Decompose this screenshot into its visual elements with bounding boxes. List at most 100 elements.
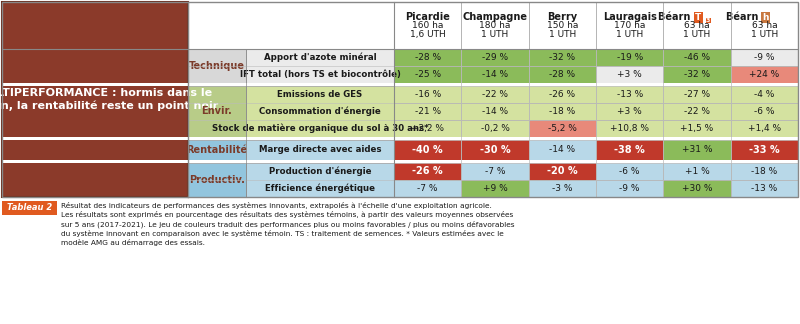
Text: Productiv.: Productiv. bbox=[189, 175, 245, 185]
Bar bbox=[462, 163, 529, 180]
Bar bbox=[188, 49, 246, 83]
Text: Champagne: Champagne bbox=[462, 13, 527, 22]
Text: Technique: Technique bbox=[189, 61, 245, 71]
Bar bbox=[462, 49, 529, 66]
Text: -14 %: -14 % bbox=[482, 70, 508, 79]
Bar bbox=[596, 86, 663, 103]
Bar bbox=[663, 103, 730, 120]
Text: Production d'énergie: Production d'énergie bbox=[269, 167, 371, 176]
Text: -21 %: -21 % bbox=[414, 107, 441, 116]
Bar bbox=[2, 160, 798, 163]
Bar bbox=[663, 180, 730, 197]
Bar bbox=[596, 2, 663, 49]
Text: 150 ha: 150 ha bbox=[546, 21, 578, 30]
Text: Rentabilité: Rentabilité bbox=[186, 145, 247, 155]
Bar bbox=[596, 120, 663, 137]
Text: 63 ha: 63 ha bbox=[751, 21, 777, 30]
Text: -28 %: -28 % bbox=[550, 70, 575, 79]
Bar bbox=[529, 163, 596, 180]
Bar bbox=[246, 163, 394, 197]
Text: Consommation d'énergie: Consommation d'énergie bbox=[259, 107, 381, 116]
Text: +1,5 %: +1,5 % bbox=[680, 124, 714, 133]
Bar bbox=[663, 120, 730, 137]
Bar bbox=[730, 86, 798, 103]
Bar bbox=[529, 140, 596, 160]
Bar bbox=[529, 66, 596, 83]
Bar bbox=[663, 140, 730, 160]
Text: -20 %: -20 % bbox=[547, 167, 578, 177]
Bar bbox=[730, 163, 798, 180]
Text: -3 %: -3 % bbox=[552, 184, 573, 193]
Text: Béarn: Béarn bbox=[726, 13, 762, 22]
Text: +3 %: +3 % bbox=[618, 70, 642, 79]
Text: sur 5 ans (2017-2021). Le jeu de couleurs traduit des performances plus ou moins: sur 5 ans (2017-2021). Le jeu de couleur… bbox=[61, 220, 514, 228]
Bar bbox=[730, 180, 798, 197]
Bar bbox=[2, 2, 798, 197]
Text: -25 %: -25 % bbox=[414, 70, 441, 79]
Bar bbox=[188, 2, 798, 49]
Text: -14 %: -14 % bbox=[550, 145, 575, 155]
Bar bbox=[596, 103, 663, 120]
Bar bbox=[730, 103, 798, 120]
Text: 180 ha: 180 ha bbox=[479, 21, 510, 30]
Bar bbox=[2, 201, 57, 215]
Bar bbox=[663, 163, 730, 180]
Text: -33 %: -33 % bbox=[749, 145, 780, 155]
Text: 1 UTH: 1 UTH bbox=[616, 30, 643, 39]
Bar bbox=[663, 2, 730, 49]
Bar bbox=[2, 2, 188, 197]
Bar bbox=[596, 140, 663, 160]
Bar bbox=[596, 49, 663, 66]
Text: -26 %: -26 % bbox=[412, 167, 443, 177]
Bar bbox=[462, 86, 529, 103]
Bar bbox=[462, 140, 529, 160]
Text: -18 %: -18 % bbox=[751, 167, 778, 176]
Bar bbox=[2, 137, 798, 140]
Text: -6 %: -6 % bbox=[619, 167, 640, 176]
Bar bbox=[462, 66, 529, 83]
Text: -9 %: -9 % bbox=[754, 53, 774, 62]
Text: +30 %: +30 % bbox=[682, 184, 712, 193]
Text: +10,8 %: +10,8 % bbox=[610, 124, 649, 133]
Text: -9 %: -9 % bbox=[619, 184, 640, 193]
Text: +24 %: +24 % bbox=[750, 70, 779, 79]
Bar bbox=[462, 103, 529, 120]
Bar bbox=[663, 66, 730, 83]
Text: modèle AMG au démarrage des essais.: modèle AMG au démarrage des essais. bbox=[61, 239, 205, 246]
Bar bbox=[394, 86, 462, 103]
Text: -40 %: -40 % bbox=[412, 145, 443, 155]
Text: T: T bbox=[695, 13, 702, 22]
Text: 160 ha: 160 ha bbox=[412, 21, 443, 30]
Text: 170 ha: 170 ha bbox=[614, 21, 646, 30]
Bar bbox=[246, 49, 394, 83]
Bar bbox=[529, 180, 596, 197]
Text: -0,2 %: -0,2 % bbox=[481, 124, 510, 133]
Bar bbox=[596, 163, 663, 180]
Text: +31 %: +31 % bbox=[682, 145, 712, 155]
Text: +1 %: +1 % bbox=[685, 167, 710, 176]
Bar bbox=[188, 140, 246, 160]
Text: Picardie: Picardie bbox=[406, 13, 450, 22]
Bar bbox=[394, 140, 462, 160]
Text: Béarn: Béarn bbox=[658, 13, 694, 22]
Text: h: h bbox=[762, 13, 769, 22]
Bar bbox=[188, 163, 246, 197]
Bar bbox=[529, 86, 596, 103]
Bar bbox=[529, 120, 596, 137]
Bar bbox=[730, 2, 798, 49]
Text: -32 %: -32 % bbox=[684, 70, 710, 79]
Text: -4 %: -4 % bbox=[754, 90, 774, 99]
Bar bbox=[730, 120, 798, 137]
Bar bbox=[394, 120, 462, 137]
Text: -13 %: -13 % bbox=[617, 90, 642, 99]
Text: Marge directe avec aides: Marge directe avec aides bbox=[258, 145, 382, 155]
Text: -16 %: -16 % bbox=[414, 90, 441, 99]
Text: Apport d'azote minéral: Apport d'azote minéral bbox=[264, 53, 376, 62]
Bar bbox=[730, 140, 798, 160]
Text: -30 %: -30 % bbox=[480, 145, 510, 155]
Text: 1 UTH: 1 UTH bbox=[750, 30, 778, 39]
Text: Berry: Berry bbox=[547, 13, 578, 22]
Bar bbox=[394, 2, 462, 49]
Text: -27 %: -27 % bbox=[684, 90, 710, 99]
Text: -22 %: -22 % bbox=[684, 107, 710, 116]
